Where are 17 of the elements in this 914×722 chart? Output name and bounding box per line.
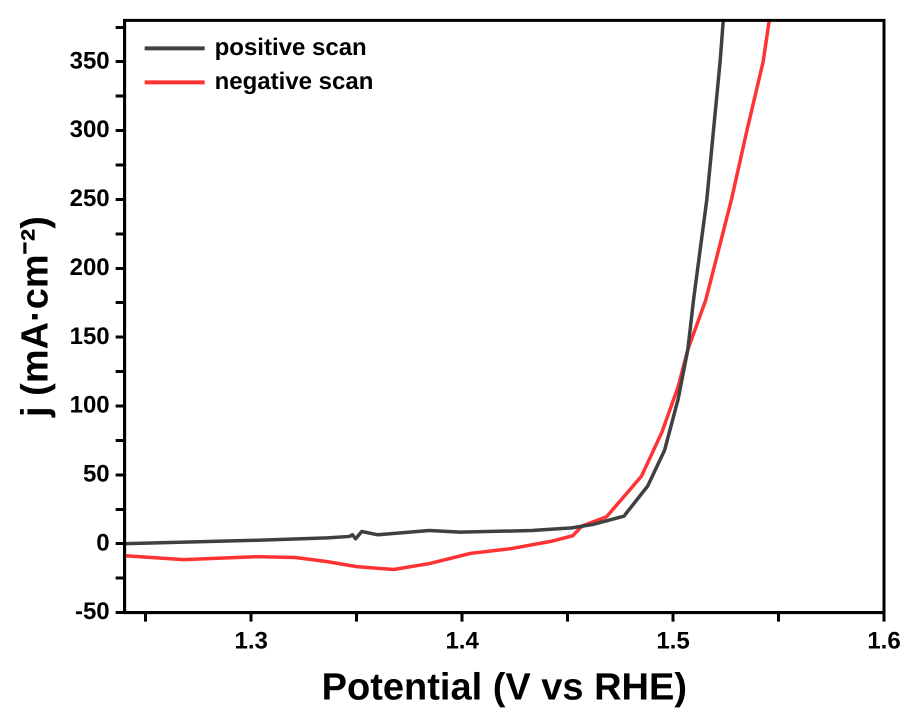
y-axis-title: j (mA·cm⁻²) [14, 216, 56, 418]
y-tick-label: 300 [70, 116, 110, 144]
legend-label: positive scan [214, 34, 367, 62]
y-tick-label: -50 [74, 598, 110, 626]
x-tick-label: 1.6 [867, 628, 901, 655]
x-tick-label: 1.4 [445, 628, 480, 655]
y-tick-label: 50 [82, 460, 110, 488]
x-tick-label: 1.3 [234, 628, 268, 655]
x-tick-label: 1.5 [656, 628, 690, 655]
y-tick-label: 350 [70, 47, 110, 74]
y-tick-label: 250 [70, 185, 110, 212]
x-axis-title: Potential (V vs RHE) [322, 666, 687, 709]
legend-label: negative scan [214, 68, 374, 96]
y-tick-label: 100 [70, 392, 110, 419]
y-tick-label: 200 [70, 254, 110, 281]
y-tick-label: 150 [70, 322, 110, 350]
y-tick-label: 0 [96, 529, 110, 556]
